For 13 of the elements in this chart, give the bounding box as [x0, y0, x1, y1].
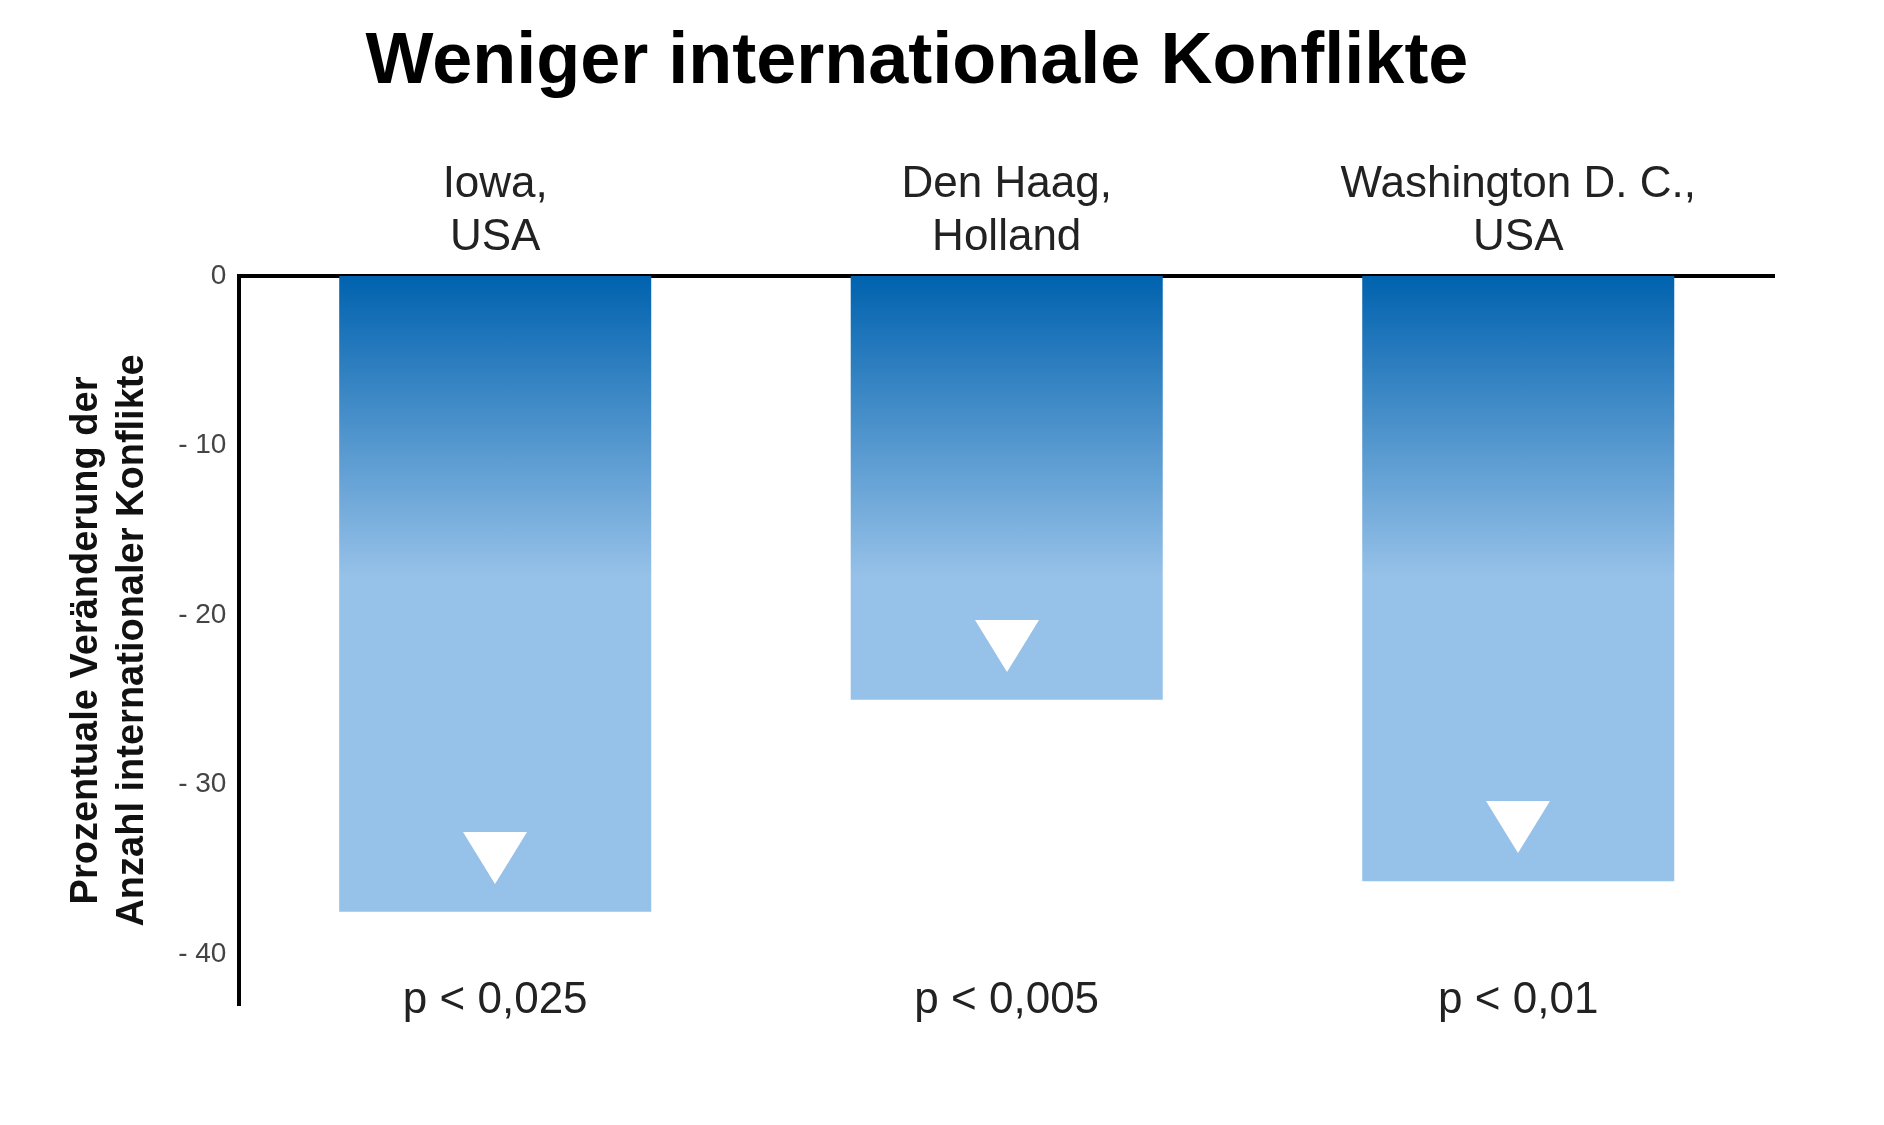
- y-tick-label: - 10: [178, 428, 227, 460]
- y-tick-label: - 40: [178, 936, 227, 968]
- y-axis-title: Prozentuale Veränderung der Anzahl internationaler Konflikte: [63, 354, 151, 927]
- x-tick-label: Den Haag, Holland: [901, 156, 1112, 259]
- annotation: p < 0,025: [402, 973, 588, 1023]
- chart-title: Weniger internationale Konflikte: [365, 18, 1469, 99]
- annotation: p < 0,01: [1438, 973, 1599, 1023]
- x-tick-label: Iowa, USA: [442, 156, 548, 259]
- y-tick-label: 0: [210, 258, 227, 290]
- y-tick-label: - 30: [178, 767, 227, 799]
- x-tick-label: Washington D. C., USA: [1340, 156, 1696, 259]
- y-tick-label: - 20: [178, 597, 227, 629]
- annotation: p < 0,005: [914, 973, 1100, 1023]
